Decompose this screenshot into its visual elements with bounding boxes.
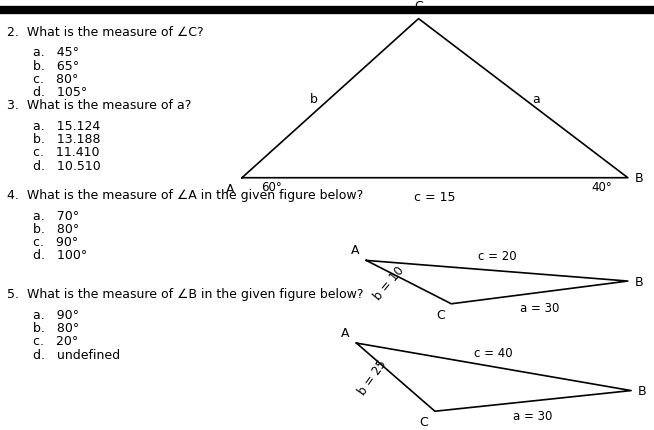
Text: a.   90°: a. 90°	[33, 308, 78, 321]
Text: C: C	[420, 415, 428, 428]
Text: c.   80°: c. 80°	[33, 73, 78, 86]
Text: a.   45°: a. 45°	[33, 46, 78, 59]
Text: C: C	[414, 0, 423, 13]
Text: c = 20: c = 20	[477, 250, 517, 263]
Text: d.   105°: d. 105°	[33, 86, 87, 99]
Text: c.   90°: c. 90°	[33, 236, 78, 249]
Text: a.   70°: a. 70°	[33, 209, 79, 222]
Text: B: B	[638, 384, 646, 397]
Text: a = 30: a = 30	[520, 301, 559, 314]
Text: b.   80°: b. 80°	[33, 222, 79, 235]
Text: c.   11.410: c. 11.410	[33, 146, 99, 159]
Text: a.   15.124: a. 15.124	[33, 120, 100, 133]
Text: a: a	[532, 92, 540, 105]
Text: 40°: 40°	[592, 180, 613, 194]
Text: d.   undefined: d. undefined	[33, 348, 120, 361]
Text: b = 25: b = 25	[356, 357, 390, 397]
Text: 4.  What is the measure of ∠A in the given figure below?: 4. What is the measure of ∠A in the give…	[7, 189, 363, 202]
Text: A: A	[341, 326, 350, 339]
Text: d.   10.510: d. 10.510	[33, 160, 101, 172]
Text: b = 10: b = 10	[371, 263, 407, 302]
Text: a = 30: a = 30	[513, 409, 553, 422]
Text: C: C	[436, 308, 445, 321]
Text: A: A	[226, 182, 234, 195]
Text: b.   80°: b. 80°	[33, 321, 79, 335]
Text: 3.  What is the measure of a?: 3. What is the measure of a?	[7, 99, 191, 112]
Text: c = 15: c = 15	[414, 190, 456, 204]
Text: B: B	[634, 275, 643, 288]
Text: 5.  What is the measure of ∠B in the given figure below?: 5. What is the measure of ∠B in the give…	[7, 288, 363, 301]
Text: A: A	[351, 244, 360, 257]
Text: B: B	[634, 172, 643, 185]
Text: 60°: 60°	[262, 180, 283, 194]
Text: b: b	[310, 92, 318, 105]
Text: 2.  What is the measure of ∠C?: 2. What is the measure of ∠C?	[7, 26, 203, 39]
Text: b.   13.188: b. 13.188	[33, 133, 100, 146]
Text: c.   20°: c. 20°	[33, 335, 78, 347]
Text: b.   65°: b. 65°	[33, 60, 79, 73]
Text: c = 40: c = 40	[474, 346, 513, 359]
Text: d.   100°: d. 100°	[33, 249, 87, 262]
